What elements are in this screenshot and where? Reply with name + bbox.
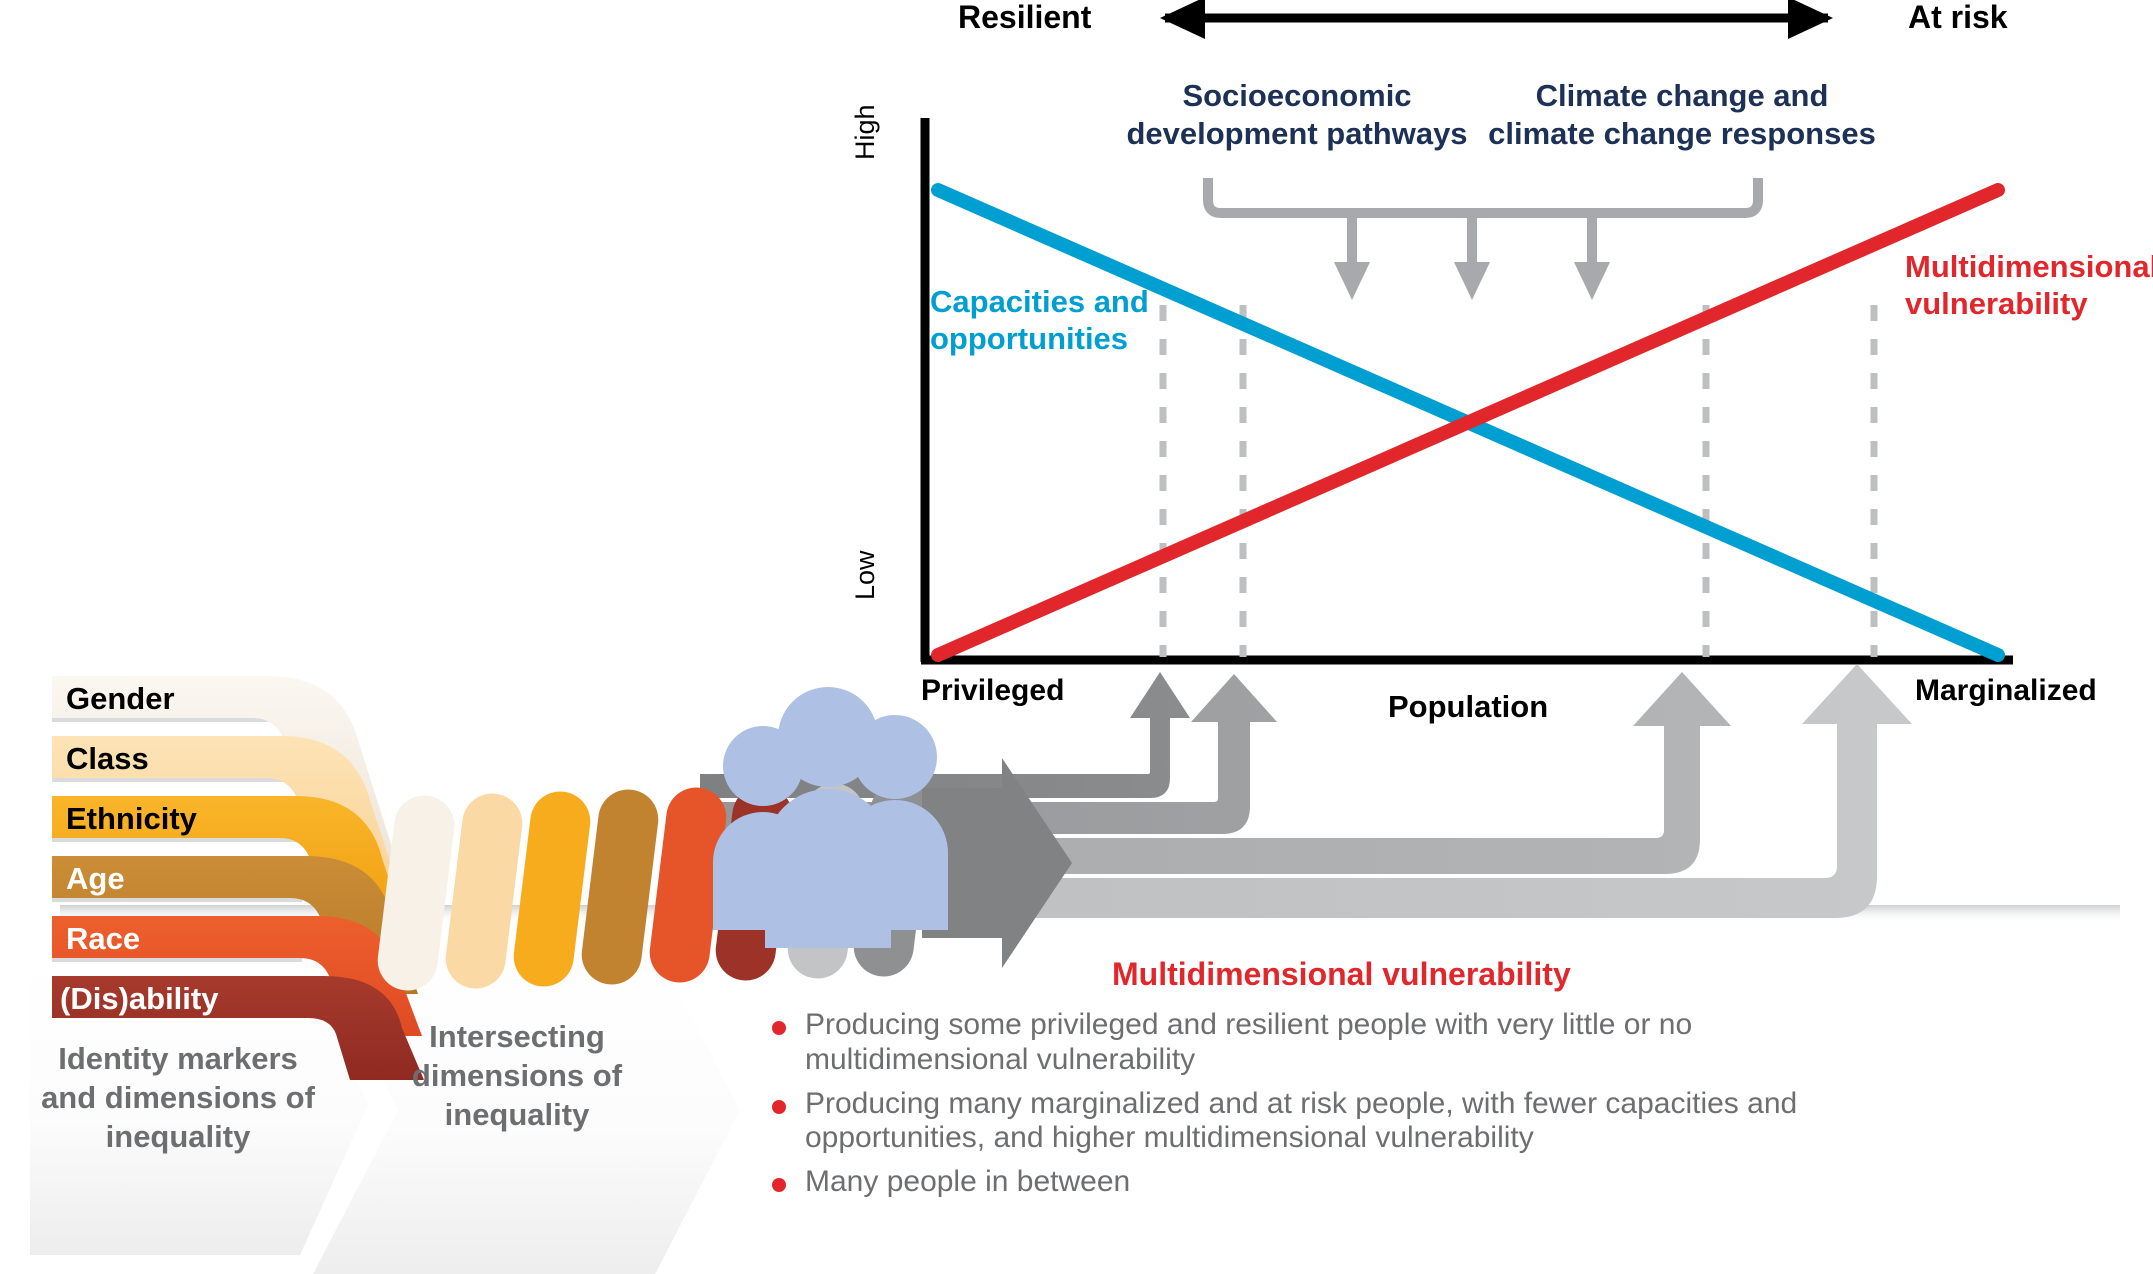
scale-label-at-risk: At risk	[1908, 0, 2008, 35]
drivers-down-arrows	[1334, 213, 1610, 300]
panel-title: Multidimensional vulnerability	[1112, 956, 1571, 992]
series-label-capacities: Capacities and opportunities	[930, 284, 1149, 357]
scale-label-resilient: Resilient	[958, 0, 1092, 35]
bullet-dot-icon	[772, 1178, 786, 1193]
bullet-text: Producing some privileged and resilient …	[805, 1008, 1693, 1076]
list-item: Producing many marginalized and at risk …	[772, 1087, 1912, 1157]
identity-band-shapes	[52, 676, 424, 1080]
reference-gridlines	[1159, 305, 1878, 657]
people-group-icon	[713, 687, 948, 948]
identity-band-label-race: Race	[66, 921, 141, 956]
bullet-dot-icon	[772, 1099, 786, 1114]
drivers-bracket	[1203, 178, 1763, 218]
identity-band-label-ethnicity: Ethnicity	[66, 801, 197, 836]
bullet-dot-icon	[772, 1021, 786, 1035]
series-line-vulnerability	[931, 183, 2005, 662]
driver-label-climate: Climate change and climate change respon…	[1488, 78, 1876, 151]
chart-axes	[920, 118, 2013, 665]
bullet-text: Many people in between	[805, 1165, 1131, 1199]
list-item: Producing some privileged and resilient …	[772, 1008, 1912, 1078]
caption-identity-markers: Identity markers and dimensions of inequ…	[41, 1041, 315, 1154]
bullet-text: Producing many marginalized and at risk …	[805, 1086, 1798, 1155]
grey-forward-arrow	[922, 758, 1072, 968]
y-axis-high-label: High	[850, 104, 880, 160]
bullet-list: Producing some privileged and resilient …	[772, 1008, 1912, 1209]
identity-band-label-disability: (Dis)ability	[60, 981, 219, 1016]
x-axis-marginalized-label: Marginalized	[1915, 674, 2097, 707]
series-label-vulnerability: Multidimensional vulnerability	[1905, 249, 2153, 322]
identity-band-label-gender: Gender	[66, 681, 175, 716]
identity-band-label-age: Age	[66, 861, 125, 896]
list-item: Many people in between	[772, 1165, 1912, 1200]
y-axis-low-label: Low	[850, 550, 880, 600]
funnel-chevrons	[30, 940, 740, 1274]
identity-band-label-class: Class	[66, 741, 149, 776]
resilient-at-risk-arrow	[1160, 0, 1833, 39]
caption-intersecting-dimensions: Intersecting dimensions of inequality	[411, 1019, 623, 1132]
x-axis-privileged-label: Privileged	[921, 674, 1065, 707]
x-axis-title: Population	[1388, 689, 1549, 724]
driver-label-socioeconomic: Socioeconomic development pathways	[1126, 78, 1468, 151]
